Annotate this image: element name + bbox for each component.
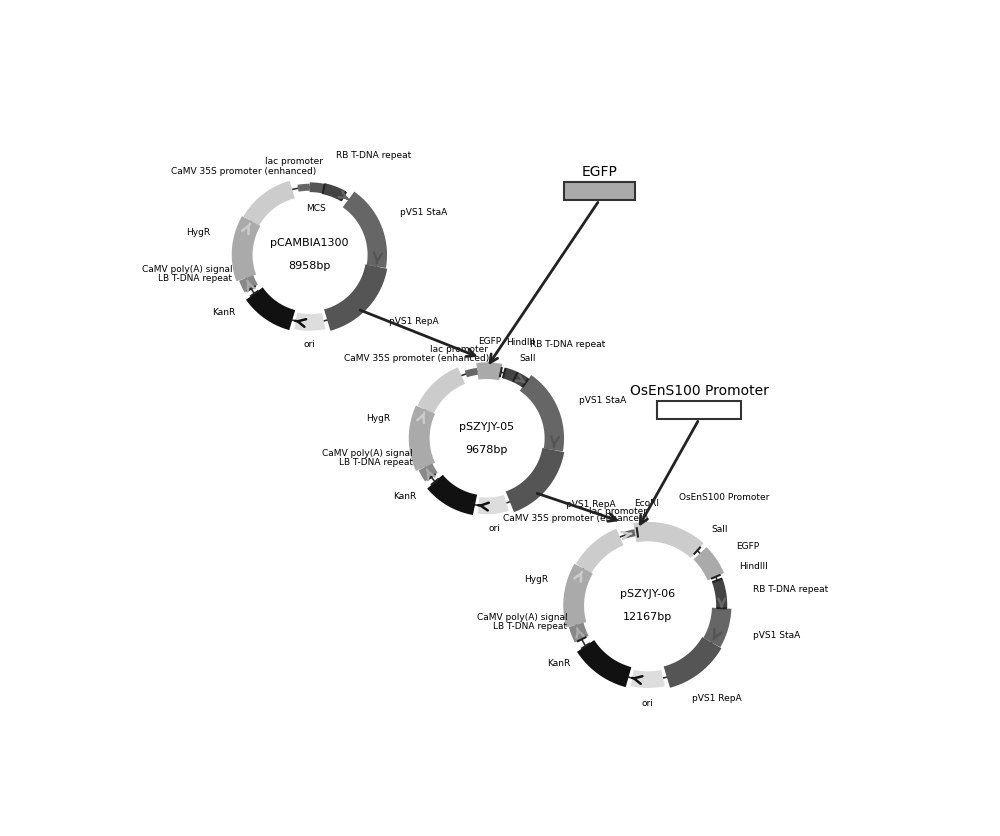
Text: RB T-DNA repeat: RB T-DNA repeat <box>530 340 606 349</box>
Text: HygR: HygR <box>524 575 548 584</box>
Text: HindIII: HindIII <box>506 338 535 347</box>
Bar <box>564 182 635 200</box>
Text: OsEnS100 Promoter: OsEnS100 Promoter <box>679 493 769 502</box>
Text: OsEnS100 Promoter: OsEnS100 Promoter <box>630 385 769 399</box>
Text: pVS1 StaA: pVS1 StaA <box>400 208 447 217</box>
Text: RB T-DNA repeat: RB T-DNA repeat <box>753 584 828 594</box>
Text: EGFP: EGFP <box>581 166 617 180</box>
Text: EGFP: EGFP <box>478 337 502 346</box>
Text: 9678bp: 9678bp <box>466 445 508 455</box>
Text: pVS1 StaA: pVS1 StaA <box>753 631 800 640</box>
Text: KanR: KanR <box>393 492 416 501</box>
Text: CaMV 35S promoter (enhanced): CaMV 35S promoter (enhanced) <box>171 167 316 176</box>
Text: pSZYJY-06: pSZYJY-06 <box>620 589 675 599</box>
Text: KanR: KanR <box>547 659 570 668</box>
Text: LB T-DNA repeat: LB T-DNA repeat <box>158 274 232 283</box>
Text: lac promoter: lac promoter <box>589 507 647 516</box>
Text: CaMV poly(A) signal: CaMV poly(A) signal <box>477 613 567 622</box>
Text: pVS1 StaA: pVS1 StaA <box>579 396 627 405</box>
Text: pVS1 RepA: pVS1 RepA <box>566 500 615 509</box>
Text: CaMV poly(A) signal: CaMV poly(A) signal <box>142 265 232 274</box>
Text: EGFP: EGFP <box>736 542 759 551</box>
Text: HygR: HygR <box>186 227 210 237</box>
Text: pSZYJY-05: pSZYJY-05 <box>459 421 514 431</box>
Text: LB T-DNA repeat: LB T-DNA repeat <box>339 457 413 466</box>
Text: 8958bp: 8958bp <box>289 262 331 272</box>
Text: ori: ori <box>642 699 654 708</box>
Text: 12167bp: 12167bp <box>623 612 672 622</box>
Text: CaMV 35S promoter (enhanced): CaMV 35S promoter (enhanced) <box>344 354 489 363</box>
Text: LB T-DNA repeat: LB T-DNA repeat <box>493 622 567 631</box>
Text: ori: ori <box>304 340 316 349</box>
Text: HygR: HygR <box>366 415 390 424</box>
Text: pCAMBIA1300: pCAMBIA1300 <box>270 238 349 248</box>
Text: EcoRI: EcoRI <box>634 499 659 508</box>
Bar <box>657 401 741 419</box>
Text: HindIII: HindIII <box>740 562 768 571</box>
Text: MCS: MCS <box>306 204 325 213</box>
Text: RB T-DNA repeat: RB T-DNA repeat <box>336 150 412 160</box>
Text: pVS1 RepA: pVS1 RepA <box>389 317 438 325</box>
Text: ori: ori <box>488 523 500 533</box>
Text: CaMV poly(A) signal: CaMV poly(A) signal <box>322 449 413 457</box>
Text: CaMV 35S promoter (enhanced): CaMV 35S promoter (enhanced) <box>503 514 649 523</box>
Text: SalI: SalI <box>519 354 536 364</box>
Text: lac promoter: lac promoter <box>265 157 323 166</box>
Text: KanR: KanR <box>212 308 236 317</box>
Text: SalI: SalI <box>712 525 728 533</box>
Text: pVS1 RepA: pVS1 RepA <box>692 695 742 703</box>
Text: lac promoter: lac promoter <box>430 345 488 354</box>
